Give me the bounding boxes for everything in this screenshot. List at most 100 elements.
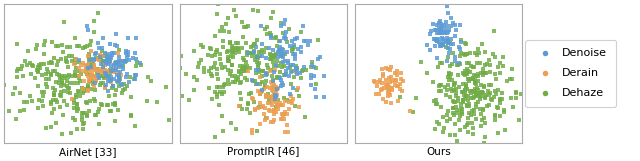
- Point: [101, 73, 111, 76]
- Point: [448, 42, 458, 45]
- Point: [273, 77, 283, 79]
- Point: [86, 66, 96, 69]
- Point: [390, 84, 400, 86]
- Point: [435, 83, 445, 86]
- Point: [102, 77, 112, 79]
- Point: [289, 105, 300, 107]
- Point: [477, 91, 488, 94]
- Point: [95, 84, 105, 86]
- Point: [386, 102, 396, 104]
- Point: [121, 51, 131, 54]
- Point: [215, 30, 225, 32]
- Point: [67, 60, 77, 62]
- Point: [220, 83, 230, 85]
- Point: [83, 83, 93, 86]
- Point: [461, 52, 471, 55]
- Point: [463, 99, 474, 101]
- Point: [462, 88, 472, 90]
- Point: [253, 90, 263, 92]
- Point: [278, 56, 288, 59]
- Point: [113, 61, 124, 63]
- Point: [97, 104, 107, 106]
- Point: [497, 97, 507, 100]
- Point: [269, 110, 279, 113]
- Point: [67, 98, 77, 100]
- Point: [468, 97, 478, 99]
- Point: [90, 80, 100, 83]
- Point: [52, 100, 62, 103]
- Point: [96, 70, 106, 72]
- Point: [434, 32, 444, 34]
- Point: [260, 47, 271, 50]
- Point: [0, 81, 7, 83]
- Point: [251, 68, 261, 71]
- Point: [262, 95, 272, 98]
- Point: [132, 61, 142, 64]
- Point: [12, 70, 22, 72]
- Point: [48, 87, 58, 90]
- Point: [101, 71, 111, 73]
- Point: [241, 68, 252, 71]
- Point: [218, 40, 228, 43]
- Point: [434, 41, 444, 44]
- Point: [445, 65, 455, 68]
- Point: [50, 88, 60, 91]
- Point: [290, 54, 300, 57]
- Point: [63, 91, 73, 93]
- Point: [432, 120, 442, 123]
- Point: [306, 74, 316, 77]
- Point: [456, 108, 467, 110]
- Point: [291, 65, 301, 67]
- Point: [287, 46, 298, 49]
- Point: [270, 55, 280, 57]
- Point: [468, 109, 479, 111]
- Point: [95, 54, 105, 57]
- Point: [230, 52, 240, 55]
- Point: [143, 76, 153, 79]
- Point: [282, 99, 292, 101]
- Point: [214, 86, 224, 88]
- Point: [211, 51, 221, 53]
- Point: [0, 84, 10, 86]
- Point: [108, 69, 118, 71]
- Point: [392, 70, 402, 72]
- Point: [212, 93, 222, 95]
- Point: [260, 83, 270, 86]
- Point: [277, 113, 287, 115]
- Point: [268, 88, 278, 91]
- Point: [104, 60, 115, 63]
- Point: [250, 108, 260, 110]
- Point: [90, 31, 100, 33]
- Point: [266, 58, 276, 60]
- Point: [441, 41, 451, 44]
- Point: [95, 59, 106, 62]
- Point: [255, 123, 265, 126]
- Point: [490, 90, 500, 93]
- Point: [371, 81, 381, 83]
- Point: [405, 110, 415, 113]
- Point: [443, 12, 453, 14]
- Point: [36, 73, 47, 76]
- Point: [131, 74, 141, 77]
- Point: [456, 38, 466, 41]
- Point: [260, 86, 270, 88]
- Point: [493, 66, 503, 68]
- Point: [111, 61, 121, 63]
- Point: [298, 40, 308, 42]
- Point: [238, 64, 248, 67]
- Point: [269, 83, 279, 86]
- Point: [456, 103, 467, 105]
- Point: [47, 70, 58, 72]
- Point: [15, 109, 25, 112]
- Point: [64, 74, 74, 76]
- Point: [307, 63, 317, 66]
- Point: [111, 66, 121, 69]
- Point: [484, 104, 494, 106]
- Point: [450, 82, 460, 85]
- Point: [112, 80, 122, 82]
- Point: [442, 36, 452, 39]
- Point: [285, 71, 296, 73]
- Point: [278, 49, 288, 51]
- Point: [435, 43, 445, 45]
- Point: [265, 102, 275, 104]
